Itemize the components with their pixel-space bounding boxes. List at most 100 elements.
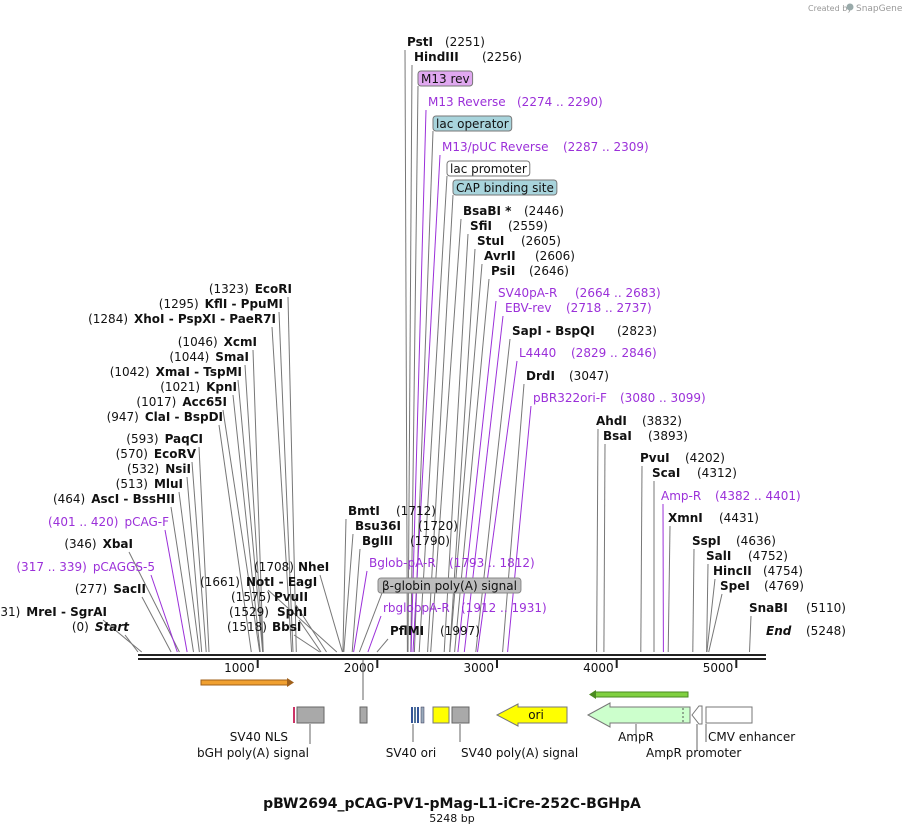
enzyme-pos-bsai[interactable]: (3893) (648, 429, 688, 443)
enzyme-sspi[interactable]: SspI (692, 534, 721, 548)
enzyme-pos-noti-eagi[interactable]: (1661) (200, 575, 240, 589)
enzyme-kfli-ppumi[interactable]: KflI - PpuMI (205, 297, 283, 311)
enzyme-mrei-sgrai[interactable]: MreI - SgrAI (26, 605, 107, 619)
enzyme-pos-xmni[interactable]: (4431) (719, 511, 759, 525)
small-grey-feature[interactable] (359, 706, 368, 724)
feature-label-globin-poly-a-signal[interactable]: β-globin poly(A) signal (382, 579, 517, 593)
feature-label-m13-rev[interactable]: M13 rev (421, 72, 470, 86)
enzyme-noti-eagi[interactable]: NotI - EagI (246, 575, 317, 589)
enzyme-nsii[interactable]: NsiI (165, 462, 191, 476)
enzyme-mlui[interactable]: MluI (154, 477, 183, 491)
enzyme-psti[interactable]: PstI (407, 35, 433, 49)
enzyme-pos-ebv-rev[interactable]: (2718 .. 2737) (566, 301, 652, 315)
enzyme-pos-stui[interactable]: (2605) (521, 234, 561, 248)
enzyme-pos-bsabi[interactable]: (2446) (524, 204, 564, 218)
enzyme-clai-bspdi[interactable]: ClaI - BspDI (145, 410, 223, 424)
enzyme-pos-psti[interactable]: (2251) (445, 35, 485, 49)
enzyme-pos-pvuii[interactable]: (1575) (231, 590, 271, 604)
enzyme-bsabi[interactable]: BsaBI * (463, 204, 512, 218)
enzyme-pos-pcag-f[interactable]: (401 .. 420) (48, 515, 118, 529)
enzyme-sali[interactable]: SalI (706, 549, 731, 563)
enzyme-bbsi[interactable]: BbsI (272, 620, 301, 634)
enzyme-pos-m13-puc-reverse[interactable]: (2287 .. 2309) (563, 140, 649, 154)
enzyme-ecorv[interactable]: EcoRV (154, 447, 197, 461)
scale-label-2000[interactable]: 2000 (344, 661, 375, 675)
enzyme-pos-paqci[interactable]: (593) (126, 432, 158, 446)
enzyme-pos-kpni[interactable]: (1021) (160, 380, 200, 394)
enzyme-pos-mlui[interactable]: (513) (116, 477, 148, 491)
enzyme-ecori[interactable]: EcoRI (255, 282, 292, 296)
enzyme-pos-nsii[interactable]: (532) (127, 462, 159, 476)
enzyme-pbr322ori-f[interactable]: pBR322ori-F (533, 391, 607, 405)
enzyme-xcmi[interactable]: XcmI (224, 335, 257, 349)
enzyme-pos-acc65i[interactable]: (1017) (136, 395, 176, 409)
enzyme-bsai[interactable]: BsaI (603, 429, 632, 443)
scale-label-3000[interactable]: 3000 (463, 661, 494, 675)
feature-cap-binding-site[interactable]: CAP binding site (452, 179, 558, 196)
enzyme-pos-end[interactable]: (5248) (806, 624, 846, 638)
enzyme-pos-snabi[interactable]: (5110) (806, 601, 846, 615)
enzyme-sfii[interactable]: SfiI (470, 219, 492, 233)
enzyme-pos-pcaggs-5[interactable]: (317 .. 339) (16, 560, 86, 574)
feature-m13-rev[interactable]: M13 rev (417, 70, 474, 87)
enzyme-pos-sv40pa-r[interactable]: (2664 .. 2683) (575, 286, 661, 300)
enzyme-sacii[interactable]: SacII (113, 582, 146, 596)
enzyme-ahdi[interactable]: AhdI (596, 414, 627, 428)
enzyme-bglii[interactable]: BglII (362, 534, 393, 548)
enzyme-pos-hincii[interactable]: (4754) (763, 564, 803, 578)
orf-arrow-green[interactable] (589, 690, 689, 699)
sv40-ori-mark-1[interactable] (411, 707, 413, 723)
enzyme-pos-sspi[interactable]: (4636) (736, 534, 776, 548)
enzyme-pos-rbglobpa-r[interactable]: (1912 .. 1931) (461, 601, 547, 615)
enzyme-stui[interactable]: StuI (477, 234, 504, 248)
bgh-polya-marker[interactable] (293, 707, 295, 723)
enzyme-pos-pbr322ori-f[interactable]: (3080 .. 3099) (620, 391, 706, 405)
sv40-promoter-feature[interactable] (432, 706, 450, 724)
enzyme-start[interactable]: Start (95, 620, 130, 634)
enzyme-bglob-pa-r[interactable]: Bglob-pA-R (369, 556, 436, 570)
enzyme-hincii[interactable]: HincII (713, 564, 752, 578)
enzyme-pos-mrei-sgrai[interactable]: (31) (0, 605, 20, 619)
enzyme-xbai[interactable]: XbaI (103, 537, 133, 551)
feature-label-lac-operator[interactable]: lac operator (436, 117, 509, 131)
cmv-enhancer-feature[interactable] (705, 706, 753, 724)
enzyme-pos-spei[interactable]: (4769) (764, 579, 804, 593)
enzyme-pos-sacii[interactable]: (277) (75, 582, 107, 596)
enzyme-psii[interactable]: PsiI (491, 264, 515, 278)
enzyme-pos-pvui[interactable]: (4202) (685, 451, 725, 465)
feature-globin-poly-a-signal[interactable]: β-globin poly(A) signal (377, 577, 522, 594)
enzyme-end[interactable]: End (766, 624, 792, 638)
sv40-ori-mark-3[interactable] (417, 707, 419, 723)
enzyme-pos-psii[interactable]: (2646) (529, 264, 569, 278)
enzyme-smai[interactable]: SmaI (215, 350, 249, 364)
ampr-promoter-feature[interactable] (691, 705, 703, 725)
feature-lac-promoter[interactable]: lac promoter (446, 160, 531, 177)
enzyme-pos-nhei[interactable]: (1708) (254, 560, 294, 574)
enzyme-pos-bmti[interactable]: (1712) (396, 504, 436, 518)
ampr-feature[interactable] (586, 702, 691, 728)
enzyme-pcaggs-5[interactable]: pCAGGS-5 (93, 560, 155, 574)
feature-label-lac-promoter[interactable]: lac promoter (450, 162, 527, 176)
enzyme-pvuii[interactable]: PvuII (274, 590, 308, 604)
enzyme-snabi[interactable]: SnaBI (749, 601, 788, 615)
enzyme-pos-xmai-tspmi[interactable]: (1042) (110, 365, 150, 379)
enzyme-xhoi-pspxi-paer7i[interactable]: XhoI - PspXI - PaeR7I (134, 312, 276, 326)
sv40-ori-feature[interactable] (420, 706, 425, 724)
enzyme-pos-sfii[interactable]: (2559) (508, 219, 548, 233)
enzyme-xmai-tspmi[interactable]: XmaI - TspMI (156, 365, 242, 379)
enzyme-pos-ecorv[interactable]: (570) (116, 447, 148, 461)
enzyme-pos-xcmi[interactable]: (1046) (178, 335, 218, 349)
enzyme-pos-m13-reverse[interactable]: (2274 .. 2290) (517, 95, 603, 109)
enzyme-pos-pflmi[interactable]: (1997) (440, 624, 480, 638)
enzyme-ebv-rev[interactable]: EBV-rev (505, 301, 551, 315)
enzyme-sv40pa-r[interactable]: SV40pA-R (498, 286, 557, 300)
enzyme-pos-sapi-bspqi[interactable]: (2823) (617, 324, 657, 338)
sv40-polya-feature[interactable] (451, 706, 470, 724)
scale-label-1000[interactable]: 1000 (224, 661, 255, 675)
enzyme-pos-sali[interactable]: (4752) (748, 549, 788, 563)
enzyme-pflmi[interactable]: PflMI (390, 624, 424, 638)
enzyme-avrii[interactable]: AvrII (484, 249, 516, 263)
enzyme-m13-reverse[interactable]: M13 Reverse (428, 95, 506, 109)
enzyme-bmti[interactable]: BmtI (348, 504, 380, 518)
enzyme-asci-bsshii[interactable]: AscI - BssHII (91, 492, 175, 506)
